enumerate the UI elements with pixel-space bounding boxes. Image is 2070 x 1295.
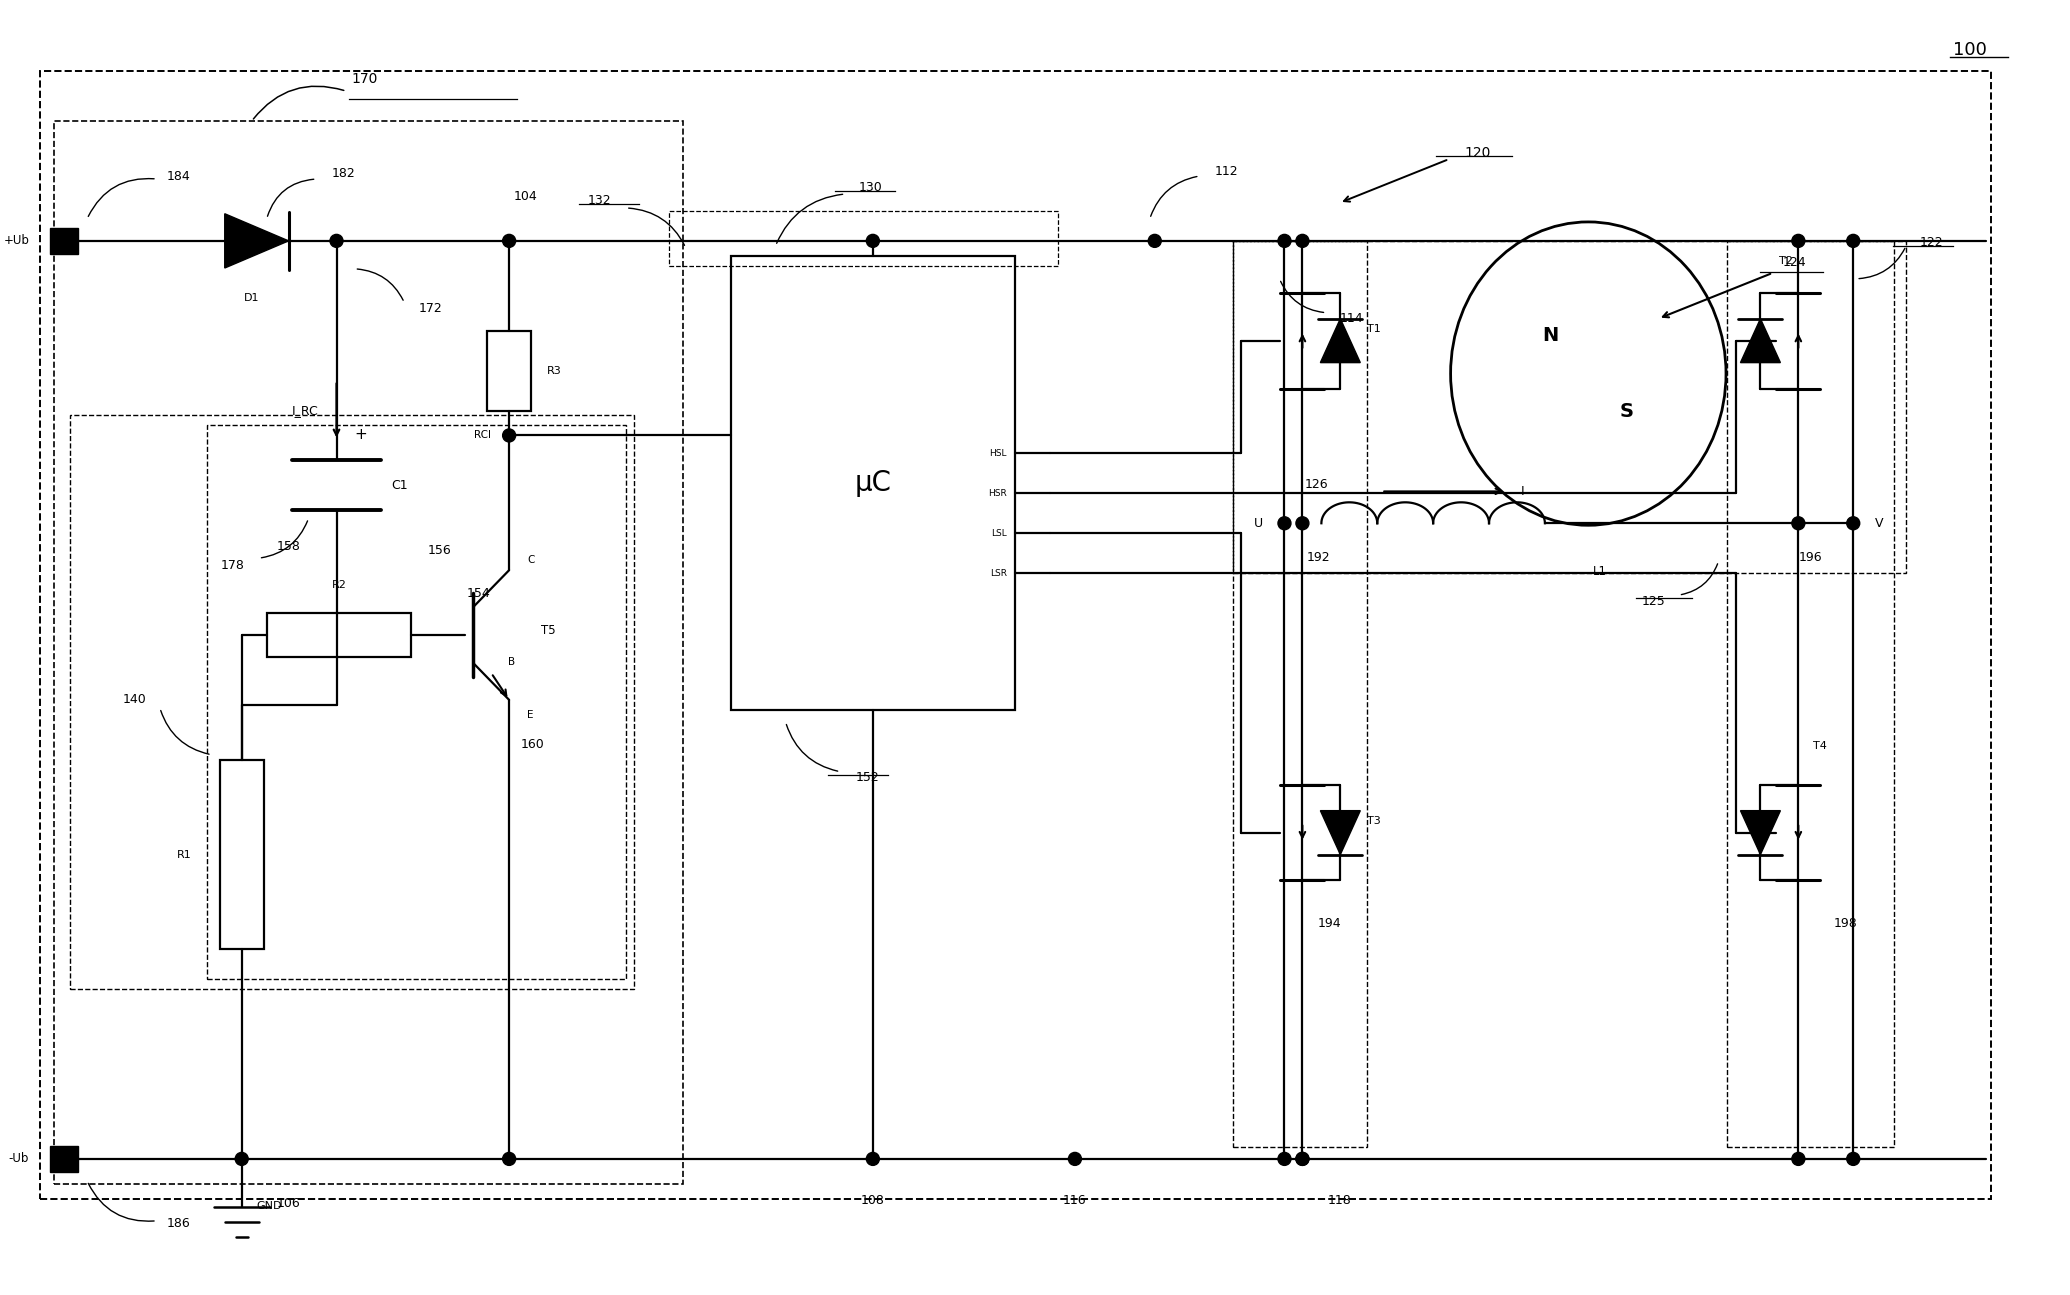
FancyBboxPatch shape [731, 256, 1014, 710]
Text: 125: 125 [1642, 594, 1666, 607]
Circle shape [503, 429, 515, 442]
FancyBboxPatch shape [219, 760, 263, 949]
Text: U: U [1254, 517, 1263, 530]
Text: μC: μC [855, 469, 892, 497]
Text: 124: 124 [1782, 256, 1807, 269]
FancyBboxPatch shape [267, 613, 412, 657]
Circle shape [1296, 1153, 1308, 1166]
Text: R1: R1 [178, 850, 193, 860]
Text: 120: 120 [1463, 146, 1490, 161]
Text: 196: 196 [1799, 552, 1822, 565]
Text: LSR: LSR [989, 569, 1008, 578]
Text: 104: 104 [513, 190, 538, 203]
Text: 198: 198 [1834, 917, 1857, 930]
Circle shape [1277, 1153, 1292, 1166]
Text: B: B [507, 657, 515, 667]
Circle shape [1793, 1153, 1805, 1166]
Text: 178: 178 [221, 558, 244, 571]
Text: 126: 126 [1304, 478, 1329, 491]
Bar [50, 1146, 79, 1172]
Circle shape [1296, 1153, 1308, 1166]
Circle shape [1277, 234, 1292, 247]
Text: 170: 170 [352, 73, 379, 87]
Circle shape [1149, 234, 1161, 247]
Text: HSL: HSL [989, 449, 1008, 458]
Circle shape [1793, 234, 1805, 247]
Polygon shape [1321, 811, 1360, 855]
Text: T2: T2 [1780, 256, 1793, 265]
Text: I: I [1521, 484, 1526, 497]
Text: 158: 158 [277, 540, 300, 553]
Text: GND: GND [257, 1200, 282, 1211]
Text: C1: C1 [391, 479, 408, 492]
Text: T5: T5 [540, 623, 555, 637]
Circle shape [867, 234, 880, 247]
Text: 186: 186 [168, 1217, 190, 1230]
Text: T3: T3 [1368, 816, 1381, 826]
Text: L1: L1 [1592, 565, 1606, 578]
Circle shape [1296, 517, 1308, 530]
Text: 192: 192 [1306, 552, 1331, 565]
Text: 156: 156 [428, 544, 451, 557]
Text: 112: 112 [1215, 164, 1238, 177]
Polygon shape [226, 214, 288, 268]
Circle shape [867, 1153, 880, 1166]
Circle shape [503, 234, 515, 247]
Text: I_RC: I_RC [292, 404, 319, 417]
Polygon shape [1741, 811, 1780, 855]
Text: C: C [528, 556, 534, 565]
FancyBboxPatch shape [486, 330, 532, 411]
Text: T4: T4 [1813, 741, 1828, 751]
Text: 182: 182 [331, 167, 356, 180]
Text: 114: 114 [1339, 312, 1362, 325]
Circle shape [503, 1153, 515, 1166]
Text: +Ub: +Ub [4, 234, 29, 247]
Text: 122: 122 [1921, 237, 1944, 250]
Polygon shape [1741, 319, 1780, 363]
Circle shape [236, 1153, 248, 1166]
Circle shape [1846, 234, 1859, 247]
Text: 130: 130 [859, 181, 882, 194]
Text: 172: 172 [418, 302, 443, 315]
Text: R2: R2 [331, 580, 346, 591]
Text: 100: 100 [1952, 41, 1987, 60]
Circle shape [1846, 1153, 1859, 1166]
Text: V: V [1875, 517, 1884, 530]
Text: 116: 116 [1064, 1194, 1087, 1207]
Polygon shape [1321, 319, 1360, 363]
Text: 108: 108 [861, 1194, 884, 1207]
Text: 140: 140 [122, 693, 147, 706]
Bar [50, 228, 79, 254]
Text: 118: 118 [1327, 1194, 1352, 1207]
Text: T1: T1 [1368, 324, 1381, 334]
Text: R3: R3 [546, 365, 561, 376]
Circle shape [1296, 234, 1308, 247]
Text: 194: 194 [1317, 917, 1341, 930]
Circle shape [1793, 517, 1805, 530]
Text: HSR: HSR [987, 488, 1008, 497]
Text: S: S [1619, 401, 1633, 421]
Circle shape [1277, 517, 1292, 530]
Circle shape [329, 234, 344, 247]
Text: -Ub: -Ub [8, 1153, 29, 1166]
Text: +: + [354, 427, 366, 443]
Text: 184: 184 [168, 170, 190, 183]
Text: 152: 152 [855, 772, 880, 785]
Text: 132: 132 [588, 194, 611, 207]
Text: 154: 154 [466, 587, 491, 600]
Text: N: N [1542, 326, 1559, 346]
Text: 160: 160 [522, 738, 544, 751]
Circle shape [1068, 1153, 1081, 1166]
Text: RCI: RCI [474, 430, 491, 440]
Text: E: E [528, 710, 534, 720]
Text: 106: 106 [277, 1197, 300, 1210]
Text: LSL: LSL [992, 528, 1008, 537]
Circle shape [1846, 517, 1859, 530]
Text: D1: D1 [244, 293, 259, 303]
